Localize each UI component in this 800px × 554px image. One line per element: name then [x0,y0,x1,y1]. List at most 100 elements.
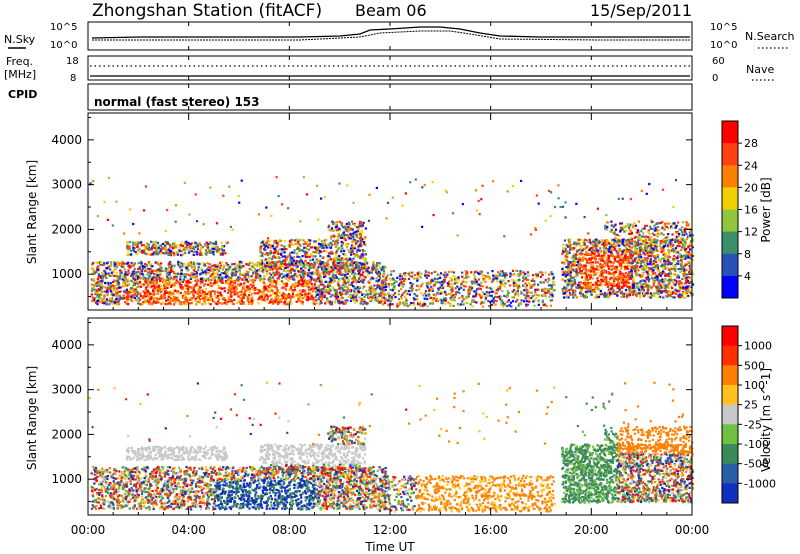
echo-cell [310,253,313,256]
echo-cell [537,303,540,306]
echo-cell [229,265,232,269]
echo-cell [425,282,428,285]
echo-cell [381,288,384,292]
echo-cell [220,294,223,297]
echo-cell [192,247,196,251]
echo-cell [383,279,386,282]
echo-cell [659,258,662,261]
echo-cell [248,267,251,271]
echo-cell [338,220,341,223]
echo-cell [105,267,108,270]
echo-cell [335,297,338,300]
echo-cell [481,305,484,308]
echo-cell [659,284,662,287]
echo-cell [442,298,445,302]
echo-cell [156,253,159,256]
echo-cell [662,240,666,244]
echo-cell [289,298,293,301]
echo-cell [264,263,267,266]
echo-cell [377,278,381,282]
echo-cell [99,261,103,265]
echo-cell [155,300,158,303]
echo-cell [352,285,355,288]
echo-cell [495,289,498,292]
echo-cell [298,261,301,264]
echo-cell [482,301,485,304]
echo-cell [313,247,317,250]
echo-cell [275,273,278,276]
echo-cell [288,243,291,247]
echo-cell [371,296,374,299]
echo-cell [342,273,345,276]
echo-cell [368,281,372,284]
echo-cell [219,280,222,283]
echo-cell [301,302,304,305]
echo-cell [480,270,483,273]
echo-cell [447,270,451,273]
echo-cell [259,274,262,277]
echo-cell [651,277,654,280]
echo-cell [314,278,317,281]
echo-cell [382,265,385,268]
echo-cell [126,253,129,257]
echo-cell [369,292,372,296]
echo-cell [340,257,344,260]
echo-cell [130,295,133,298]
echo-cell [328,300,331,303]
echo-cell [334,222,337,226]
echo-cell [380,285,383,288]
echo-cell [219,264,222,267]
echo-cell [154,261,158,264]
echo-cell [328,277,331,280]
echo-cell [427,271,430,274]
echo-cell [290,238,293,241]
echo-cell [234,279,238,282]
echo-cell [261,292,264,295]
echo-cell [626,261,629,265]
echo-cell [258,269,261,273]
echo-cell [350,234,353,237]
echo-cell [220,241,223,244]
echo-cell [270,244,273,247]
echo-cell [137,270,140,274]
echo-cell [177,272,180,275]
echo-cell [270,298,273,301]
echo-cell [209,268,212,271]
echo-cell [330,227,334,230]
echo-cell [575,264,578,267]
echo-cell [288,300,292,303]
echo-cell [444,299,447,302]
echo-cell [408,303,411,307]
echo-cell [336,241,339,245]
echo-cell [379,277,382,280]
echo-cell [355,285,358,289]
echo-cell [220,248,223,251]
echo-cell [156,299,160,302]
echo-cell [136,280,139,283]
echo-cell [240,296,243,300]
echo-cell [520,299,523,302]
echo-cell [363,285,366,288]
echo-cell [100,271,104,274]
echo-cell [238,284,241,287]
echo-cell [303,246,306,249]
echo-cell [239,282,242,285]
echo-cell [109,261,112,264]
echo-cell [409,275,412,278]
echo-cell [223,290,226,293]
echo-cell [320,250,323,253]
echo-cell [344,285,347,288]
echo-cell [137,241,141,245]
echo-cell [346,243,349,246]
echo-cell [160,285,163,288]
echo-cell [474,278,477,281]
echo-cell [667,254,670,258]
echo-cell [233,293,236,296]
echo-cell [199,282,202,285]
echo-cell [220,279,224,283]
echo-cell [594,250,598,253]
echo-cell [166,242,170,245]
echo-cell [462,288,465,291]
echo-cell [263,283,267,286]
